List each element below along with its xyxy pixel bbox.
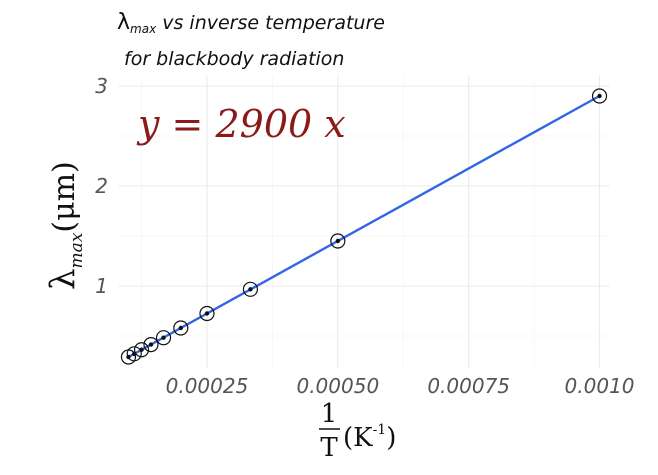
x-title-denominator: T xyxy=(320,433,338,463)
data-point-dot xyxy=(148,342,154,347)
x-tick-label: 0.00050 xyxy=(296,374,379,398)
x-title-unit-exponent: -1 xyxy=(373,422,387,438)
data-point-ring xyxy=(242,281,259,297)
data-point-ring xyxy=(330,233,346,249)
y-axis-title: λmax(μm) xyxy=(43,161,87,290)
data-point xyxy=(155,330,172,346)
x-title-numerator: 1 xyxy=(321,399,338,429)
data-point-ring xyxy=(591,88,608,104)
x-title-unit: (K-1) xyxy=(343,422,396,453)
title-subscript: max xyxy=(130,22,157,36)
data-point-dot xyxy=(139,347,144,352)
data-point xyxy=(133,342,150,358)
chart-title-line1: λmax vs inverse temperature xyxy=(117,10,385,36)
data-point xyxy=(199,305,215,322)
title-rest: vs inverse temperature xyxy=(156,12,385,34)
x-tick-label: 0.00025 xyxy=(166,374,249,398)
data-point xyxy=(143,337,159,353)
data-point-dot xyxy=(178,325,184,331)
data-point xyxy=(591,88,608,104)
data-point-ring xyxy=(173,320,189,336)
y-tick-label: 1 xyxy=(95,274,108,298)
data-points xyxy=(120,88,608,365)
data-point-ring xyxy=(126,346,142,362)
data-point xyxy=(242,281,259,297)
tick-labels: 0.00025 0.00050 0.00075 0.0010 1 2 3 xyxy=(95,74,634,398)
data-point-ring xyxy=(133,342,150,358)
data-point xyxy=(330,233,346,249)
x-tick-label: 0.0010 xyxy=(565,374,635,398)
y-title-lambda: λ xyxy=(43,268,83,290)
x-tick-label: 0.00075 xyxy=(427,374,510,398)
x-title-unit-close: ) xyxy=(386,423,396,453)
equation-annotation: y = 2900 x xyxy=(136,102,346,146)
grid xyxy=(118,76,610,368)
y-title-subscript: max xyxy=(67,232,87,268)
x-title-unit-base: (K xyxy=(343,423,373,453)
data-point-dot xyxy=(597,93,602,99)
data-point-dot xyxy=(335,238,341,244)
x-axis-title: 1 T (K-1) xyxy=(319,399,396,463)
data-point-dot xyxy=(204,311,210,316)
data-point-ring xyxy=(143,337,159,353)
data-point-ring xyxy=(155,330,172,346)
y-tick-label: 3 xyxy=(95,74,108,98)
y-tick-label: 2 xyxy=(95,174,108,198)
y-title-unit: (μm) xyxy=(47,161,82,232)
chart-title-line2: for blackbody radiation xyxy=(124,48,344,70)
data-point xyxy=(173,320,189,336)
title-lambda: λ xyxy=(117,10,130,35)
data-point-dot xyxy=(161,335,166,340)
data-point-dot xyxy=(248,287,253,292)
data-point-ring xyxy=(199,305,215,322)
